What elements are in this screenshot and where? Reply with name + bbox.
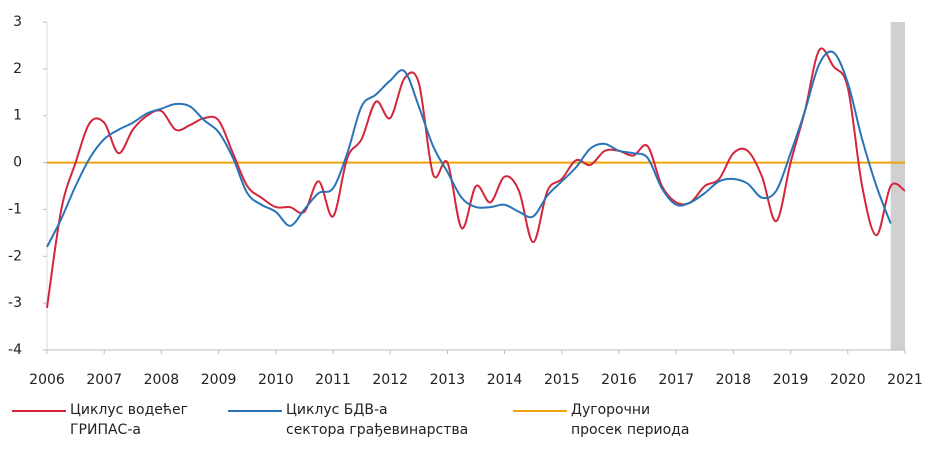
- y-tick-label: 2: [13, 61, 22, 77]
- legend-item: Циклус БДВ-а сектора грађевинарства: [228, 400, 468, 440]
- x-tick-label: 2014: [487, 372, 523, 388]
- legend-label: Циклус БДВ-а сектора грађевинарства: [286, 402, 469, 438]
- x-tick-label: 2009: [201, 372, 237, 388]
- y-tick-label: 3: [13, 14, 22, 30]
- y-tick-label: 0: [13, 155, 22, 171]
- x-tick-label: 2008: [144, 372, 180, 388]
- x-tick-label: 2007: [86, 372, 122, 388]
- x-tick-label: 2017: [658, 372, 694, 388]
- y-tick-label: -4: [8, 342, 22, 358]
- legend-label: Циклус водећег ГРИПАС-а: [70, 402, 189, 438]
- x-tick-label: 2013: [430, 372, 466, 388]
- series-line: [46, 50, 892, 248]
- x-tick-label: 2011: [315, 372, 351, 388]
- y-tick-label: -3: [8, 295, 22, 311]
- x-tick-label: 2012: [372, 372, 408, 388]
- series-line: [46, 47, 906, 308]
- forecast-shade: [890, 22, 905, 350]
- legend-item: Циклус водећег ГРИПАС-а: [12, 400, 188, 440]
- x-tick-label: 2015: [544, 372, 580, 388]
- legend-swatch: [12, 410, 66, 412]
- legend-swatch: [513, 410, 567, 412]
- legend-item: Дугорочни просек периода: [513, 400, 689, 440]
- chart: -4 -3 -2 -1 0 1 2 3 2006 2007 2008 2009 2010 2011 2012…: [8, 14, 923, 388]
- x-tick-label: 2020: [830, 372, 866, 388]
- legend: Циклус водећег ГРИПАС-а Циклус БДВ-а сект…: [0, 400, 928, 454]
- x-tick-label: 2016: [601, 372, 637, 388]
- x-tick-label: 2021: [887, 372, 923, 388]
- y-tick-label: 1: [13, 108, 22, 124]
- y-tick-label: -1: [8, 201, 22, 217]
- legend-label: Дугорочни просек периода: [571, 402, 690, 438]
- x-tick-label: 2018: [716, 372, 752, 388]
- legend-swatch: [228, 410, 282, 412]
- x-tick-label: 2019: [773, 372, 809, 388]
- y-tick-label: -2: [8, 248, 22, 264]
- x-tick-label: 2006: [29, 372, 65, 388]
- x-tick-label: 2010: [258, 372, 294, 388]
